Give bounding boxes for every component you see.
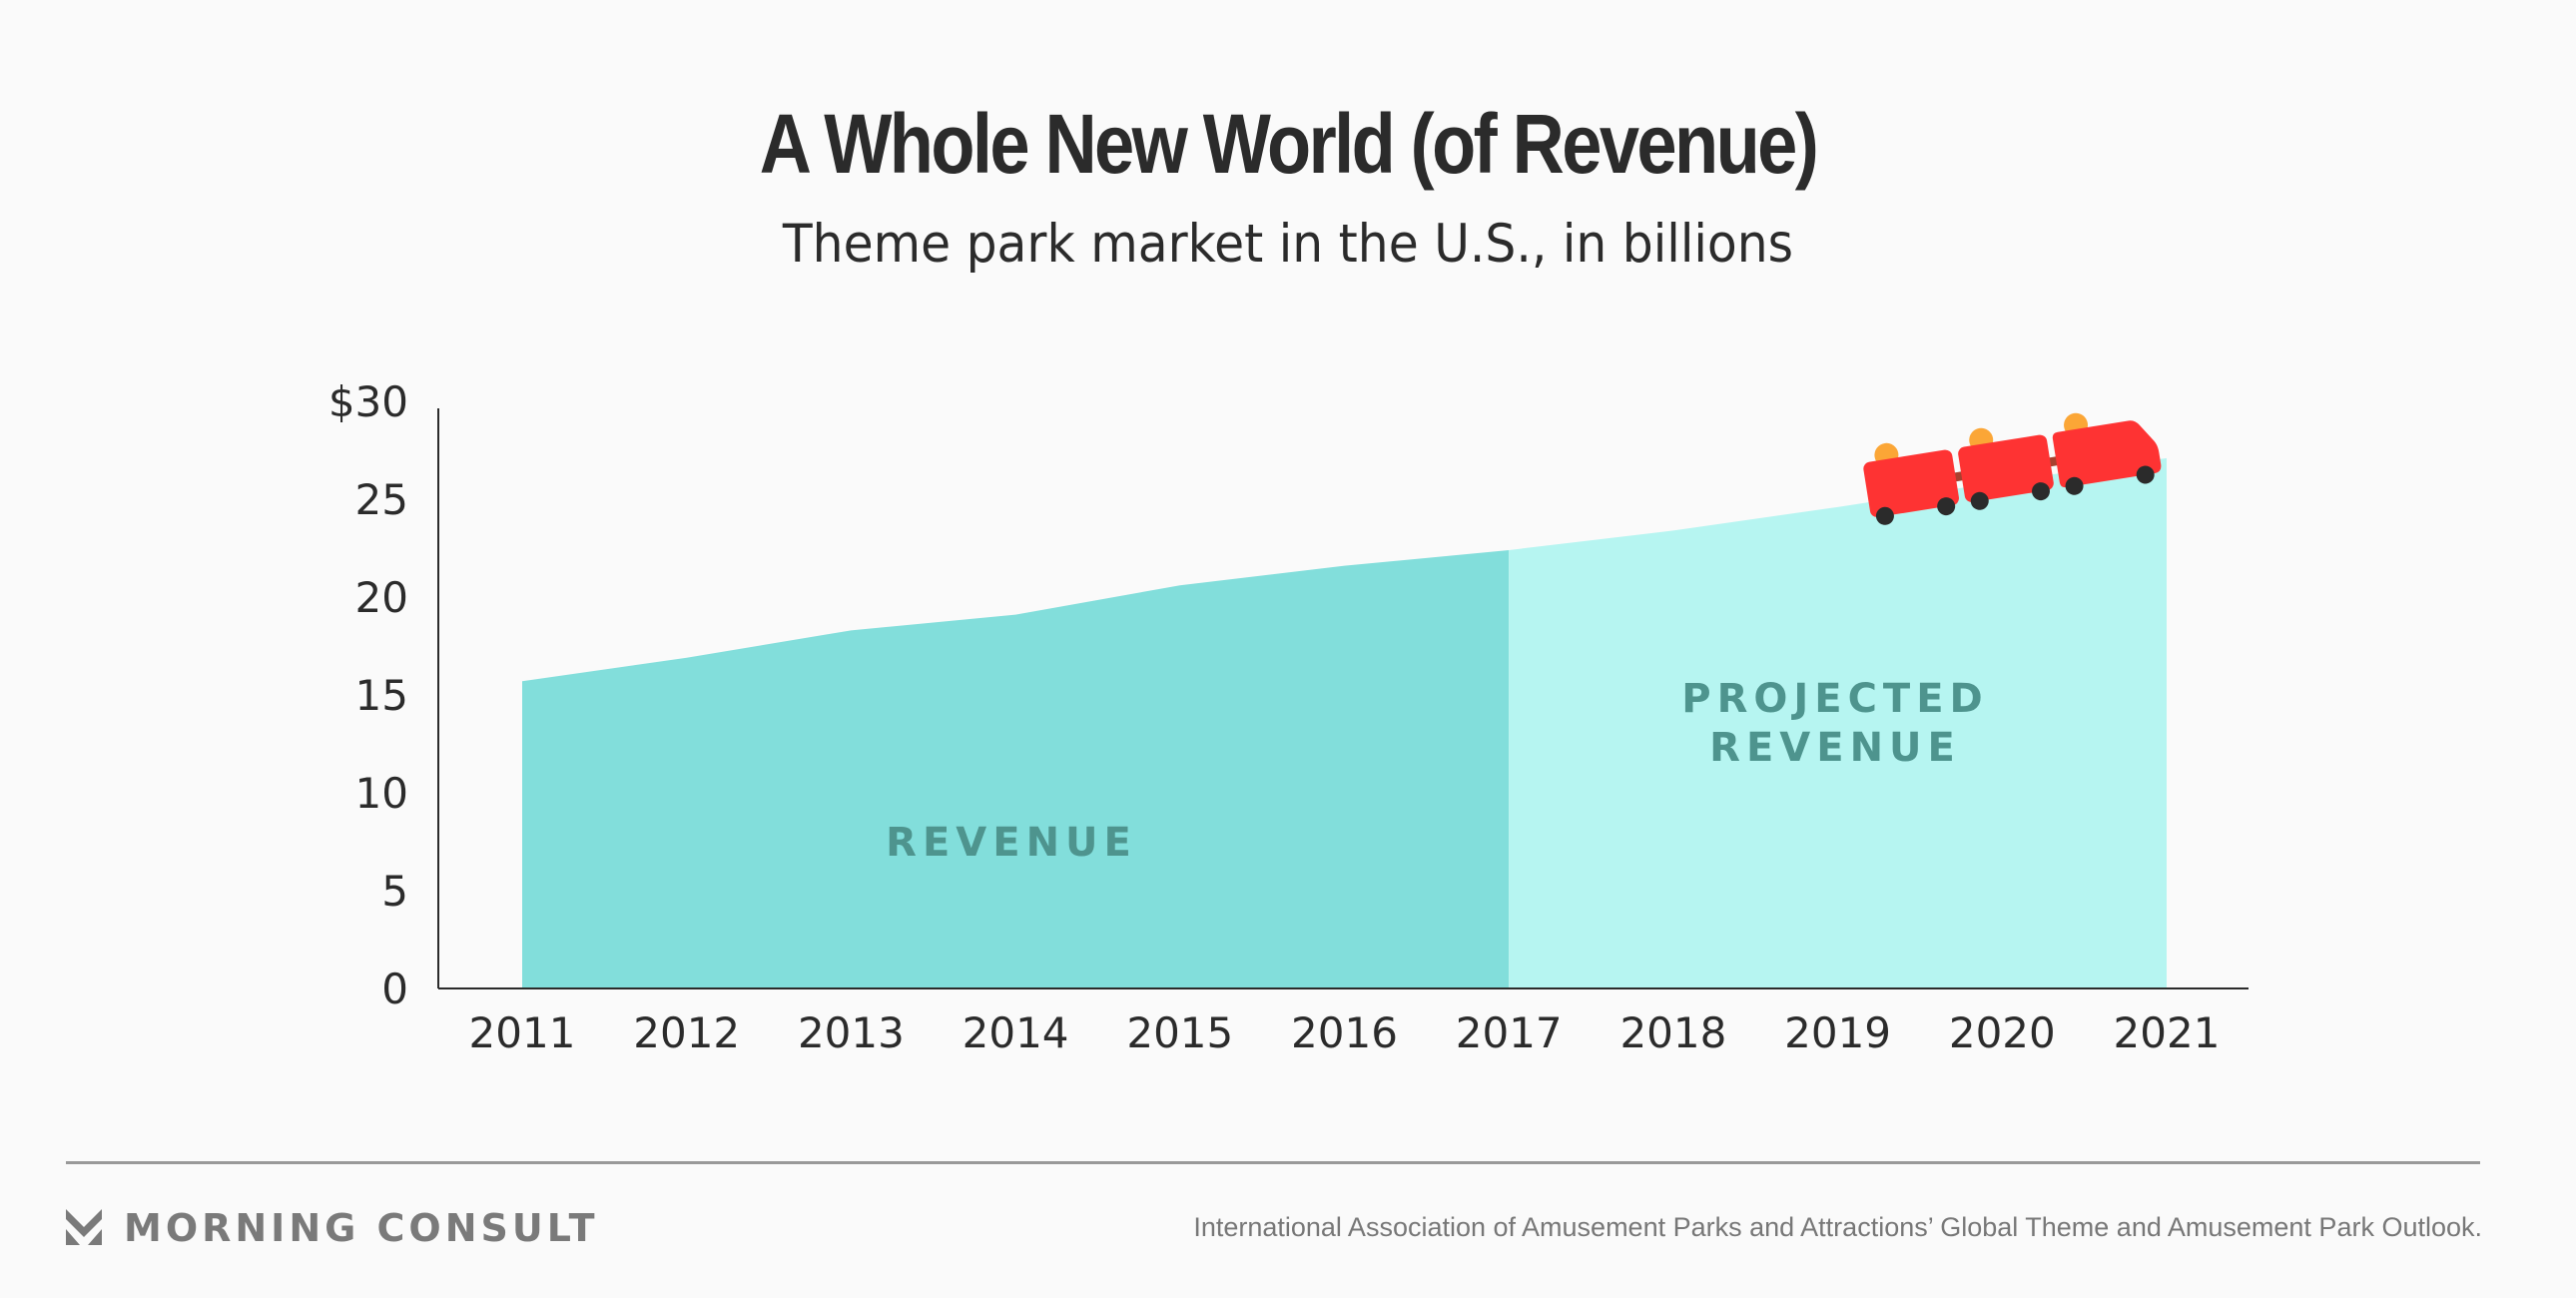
projected-area-label-line1: PROJECTED (1681, 676, 1989, 722)
revenue-area-label: REVENUE (886, 820, 1137, 866)
coaster-car (1958, 434, 2054, 502)
projected-revenue-area (1509, 457, 2167, 989)
projected-area-label-line2: REVENUE (1709, 725, 1961, 771)
coaster-wheel (1970, 491, 1989, 510)
brand-logo: MORNING CONSULT (66, 1206, 599, 1250)
chart-title: A Whole New World (of Revenue) (759, 97, 1819, 191)
x-tick-label: 2016 (1291, 1008, 1398, 1057)
y-tick-label: 0 (381, 965, 408, 1013)
brand-name: MORNING CONSULT (124, 1206, 599, 1250)
x-tick-label: 2015 (1126, 1008, 1233, 1057)
y-tick-label: 15 (355, 671, 408, 720)
area-chart: REVENUE PROJECTED REVENUE 0510152025$30 … (328, 377, 2249, 1057)
chart-areas (521, 457, 2168, 989)
y-axis-ticks: 0 5 10 15 20 25 $30 (328, 377, 408, 1013)
coaster-wheel (2136, 465, 2155, 484)
area-labels: REVENUE PROJECTED REVENUE (886, 676, 1989, 866)
roller-coaster-icon (1863, 412, 2162, 525)
y-tick-label: 20 (355, 573, 408, 622)
coaster-wheel (2031, 482, 2050, 501)
coaster-wheel (2065, 476, 2084, 495)
y-tick-label: $30 (328, 377, 408, 426)
coaster-wheel (1875, 506, 1894, 525)
coaster-car (2052, 420, 2162, 488)
x-tick-label: 2017 (1456, 1008, 1563, 1057)
revenue-area (522, 549, 1510, 988)
coaster-wheel (1937, 497, 1956, 516)
morning-consult-logo-icon (66, 1209, 102, 1245)
coaster-train (1863, 412, 2162, 525)
x-tick-label: 2019 (1784, 1008, 1891, 1057)
chart-subtitle: Theme park market in the U.S., in billio… (782, 214, 1794, 275)
x-axis-ticks: 2011 2012 2013 2014 2015 2016 2017 2018 2019 2020… (469, 1008, 2221, 1057)
chart-axes (437, 408, 2249, 989)
x-tick-label: 2011 (469, 1008, 576, 1057)
x-tick-label: 2014 (963, 1008, 1069, 1057)
y-tick-label: 10 (355, 769, 408, 818)
footer-divider (66, 1161, 2480, 1164)
x-tick-label: 2018 (1619, 1008, 1726, 1057)
x-tick-label: 2021 (2114, 1008, 2221, 1057)
coaster-car (1863, 449, 1959, 517)
source-note: International Association of Amusement P… (1193, 1212, 2482, 1242)
x-tick-label: 2012 (633, 1008, 740, 1057)
x-tick-label: 2013 (798, 1008, 905, 1057)
y-tick-label: 25 (355, 475, 408, 524)
y-tick-label: 5 (381, 867, 408, 916)
x-tick-label: 2020 (1949, 1008, 2056, 1057)
